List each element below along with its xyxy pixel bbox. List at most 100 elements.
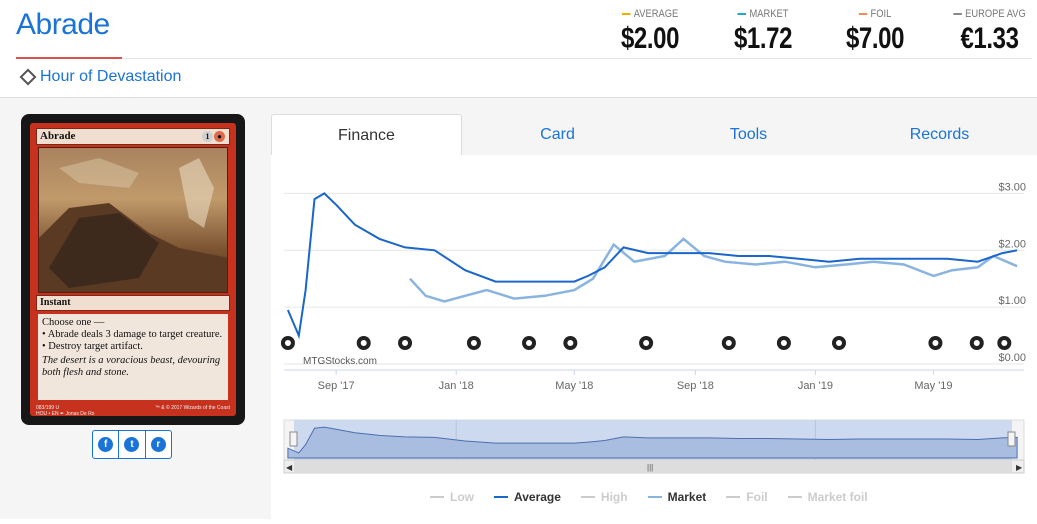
- card-flavor-text: The desert is a voracious beast, devouri…: [42, 355, 221, 378]
- set-release-icon-center: [643, 340, 650, 346]
- set-link[interactable]: Hour of Devastation: [19, 68, 182, 86]
- legend-item-low[interactable]: Low: [430, 490, 474, 504]
- chart-navigator[interactable]: 20182019 ◀ ▶ |||: [283, 419, 1025, 474]
- price-label: FOIL: [870, 8, 892, 20]
- page-header: Abrade Hour of Devastation AVERAGE $2.00…: [0, 0, 1037, 98]
- legend-swatch: [494, 496, 508, 498]
- legend-label: Low: [450, 490, 474, 504]
- legend-label: High: [600, 490, 628, 504]
- red-mana-icon: ●: [214, 131, 225, 142]
- card-rules-text: Choose one — • Abrade deals 3 damage to …: [38, 314, 228, 400]
- card-image: Abrade 1 ● Instant Choose one — • Abrade …: [21, 114, 245, 425]
- card-collector-number: 083/199 U: [36, 405, 60, 411]
- facebook-icon: f: [98, 437, 114, 452]
- set-release-icon-center: [780, 340, 787, 346]
- navigator-right-handle[interactable]: [1007, 431, 1016, 447]
- x-tick-label: Jan '18: [439, 380, 474, 392]
- set-symbol-icon: [19, 68, 37, 86]
- x-tick-label: May '19: [914, 380, 952, 392]
- card-text-mode-2: • Destroy target artifact.: [42, 341, 143, 352]
- legend-item-foil[interactable]: Foil: [726, 490, 768, 504]
- legend-swatch: [647, 496, 662, 498]
- scrollbar-grip-icon[interactable]: |||: [647, 463, 653, 472]
- share-buttons: f t r: [92, 430, 172, 459]
- set-release-icon-center: [284, 340, 291, 346]
- price-value: $2.00: [620, 22, 680, 55]
- card-collector-info: 083/199 U HOU • EN ✒ Jonas De Ro: [36, 405, 94, 417]
- price-average: AVERAGE $2.00: [605, 8, 695, 56]
- legend-item-market-foil[interactable]: Market foil: [787, 490, 868, 504]
- x-tick-label: Sep '18: [677, 380, 714, 392]
- price-label: MARKET: [749, 8, 789, 20]
- twitter-share-button[interactable]: t: [119, 431, 146, 458]
- y-tick-label: $1.00: [998, 295, 1026, 307]
- set-release-icon-center: [526, 340, 533, 346]
- legend-label: Average: [514, 490, 561, 504]
- price-label: EUROPE AVG: [965, 8, 1026, 20]
- x-tick-label: Sep '17: [318, 380, 355, 392]
- set-release-icon-center: [725, 340, 732, 346]
- legend-swatch: [787, 496, 802, 498]
- set-release-icon-center: [360, 340, 367, 346]
- price-chart[interactable]: $0.00 $1.00 $2.00 $3.00 Sep '17 Jan '18 May '…: [271, 155, 1037, 519]
- card-copyright: ™ & © 2017 Wizards of the Coast: [154, 405, 230, 411]
- series-line-average[interactable]: [286, 192, 1018, 340]
- chart-watermark: MTGStocks.com: [303, 356, 377, 367]
- price-value: $7.00: [845, 22, 905, 55]
- navigator-left-handle[interactable]: [289, 431, 298, 447]
- price-swatch-average: [621, 13, 631, 15]
- generic-mana-icon: 1: [202, 131, 213, 142]
- chart-legend: Low Average High Market Foil Market foil: [430, 490, 868, 504]
- reddit-share-button[interactable]: r: [146, 431, 171, 458]
- scroll-left-icon[interactable]: ◀: [286, 463, 293, 472]
- tab-records[interactable]: Records: [909, 126, 970, 143]
- header-divider: [122, 58, 1032, 59]
- price-foil: FOIL $7.00: [830, 8, 920, 56]
- mana-cost: 1 ●: [202, 131, 225, 142]
- y-tick-label: $2.00: [998, 238, 1026, 250]
- y-tick-label: $0.00: [998, 352, 1026, 364]
- price-swatch-europe: [953, 13, 962, 15]
- scroll-right-icon[interactable]: ▶: [1016, 463, 1023, 472]
- tab-finance[interactable]: Finance: [271, 114, 462, 156]
- navigator-scrollbar-thumb[interactable]: [294, 461, 1012, 472]
- price-label: AVERAGE: [633, 8, 679, 20]
- price-value: $1.72: [733, 22, 793, 55]
- set-release-icon-center: [402, 340, 409, 346]
- price-swatch-foil: [858, 13, 868, 15]
- card-text-mode-1: • Abrade deals 3 damage to target creatu…: [42, 329, 223, 340]
- legend-item-market[interactable]: Market: [647, 490, 707, 504]
- facebook-share-button[interactable]: f: [93, 431, 120, 458]
- price-market: MARKET $1.72: [718, 8, 808, 56]
- set-release-icon-center: [567, 340, 574, 346]
- legend-swatch: [430, 496, 444, 498]
- legend-label: Market: [667, 490, 707, 504]
- set-link-label: Hour of Devastation: [40, 68, 182, 85]
- title-underline: [16, 57, 122, 59]
- reddit-icon: r: [150, 437, 166, 452]
- set-release-icon-center: [1001, 340, 1008, 346]
- set-release-icon-center: [932, 340, 939, 346]
- tab-bar: Finance Card Tools Records: [271, 114, 1037, 156]
- legend-label: Foil: [746, 490, 768, 504]
- legend-label: Market foil: [807, 490, 868, 504]
- price-chart-area: $0.00 $1.00 $2.00 $3.00 Sep '17 Jan '18 May '…: [271, 155, 1037, 519]
- set-release-icon-center: [470, 340, 477, 346]
- tab-card[interactable]: Card: [540, 126, 575, 143]
- price-europe-avg: EUROPE AVG €1.33: [942, 8, 1037, 56]
- price-swatch-market: [737, 13, 747, 15]
- set-release-icon-center: [973, 340, 980, 346]
- series-line-market[interactable]: [409, 237, 1018, 303]
- tab-tools[interactable]: Tools: [729, 126, 768, 143]
- page-title: Abrade: [16, 8, 110, 41]
- legend-swatch: [726, 496, 741, 498]
- legend-swatch: [580, 496, 595, 498]
- price-value: €1.33: [960, 22, 1019, 55]
- card-name-bar: Abrade 1 ●: [36, 128, 230, 145]
- legend-item-high[interactable]: High: [580, 490, 628, 504]
- card-type-line: Instant: [36, 295, 230, 311]
- x-tick-label: Jan '19: [798, 380, 833, 392]
- y-tick-label: $3.00: [998, 181, 1026, 193]
- x-tick-label: May '18: [555, 380, 593, 392]
- legend-item-average[interactable]: Average: [494, 490, 561, 504]
